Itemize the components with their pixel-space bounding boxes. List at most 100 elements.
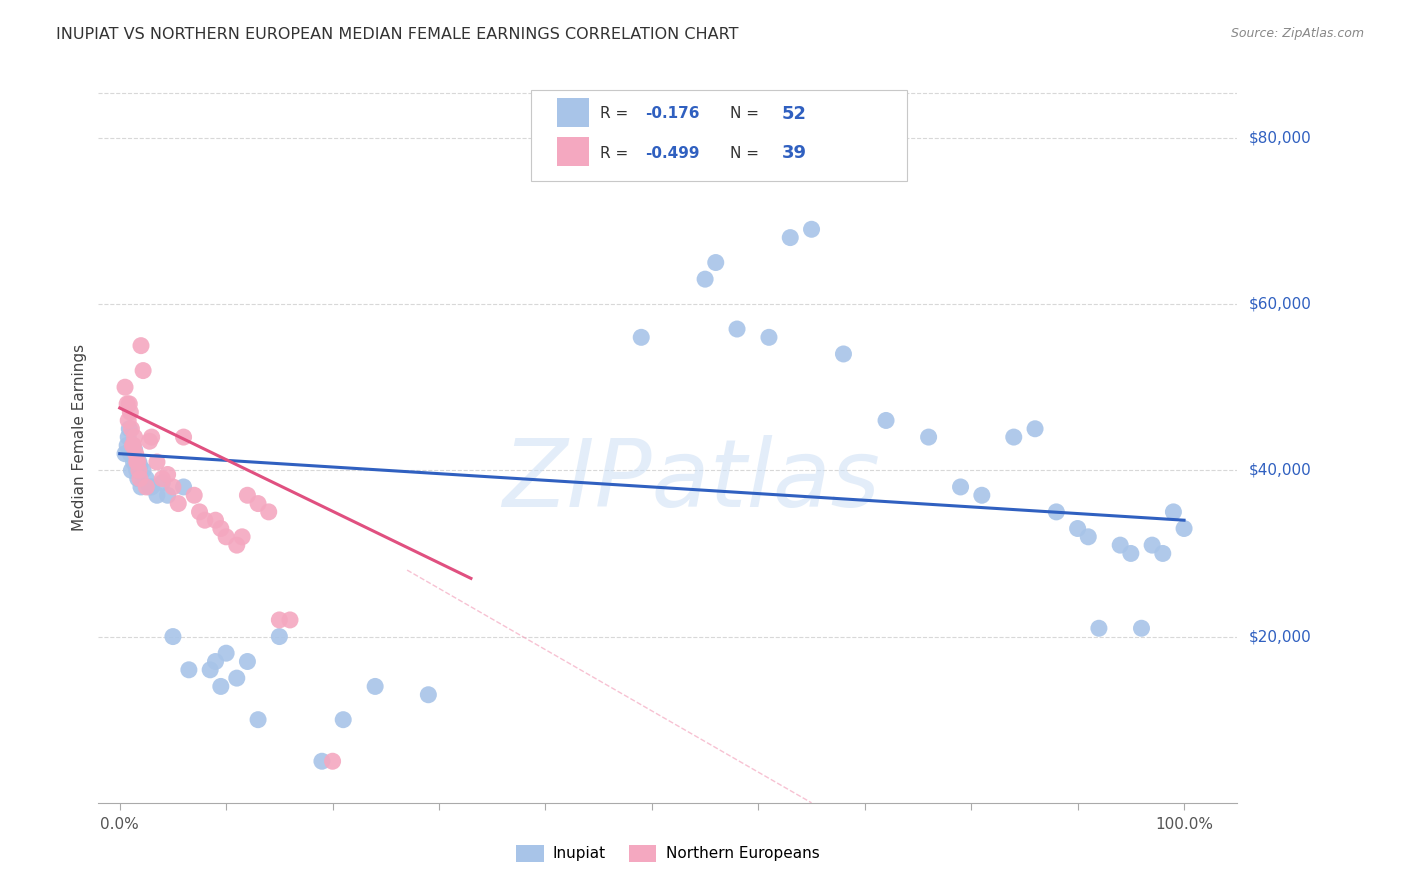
Point [257,505,280,519]
Point [1024,422,1046,436]
Point [150,475,173,490]
Point [231,530,253,544]
Point [124,447,146,461]
Point [1045,505,1067,519]
Point [125,463,148,477]
Point [693,272,716,286]
Text: $20,000: $20,000 [1249,629,1312,644]
Point [1002,430,1025,444]
Point [141,480,163,494]
Text: ZIPatlas: ZIPatlas [502,435,880,526]
Point [127,455,149,469]
Point [120,422,142,436]
Text: R =: R = [599,106,633,121]
Point [173,480,195,494]
Point [209,521,232,535]
Point [124,430,146,444]
Point [124,442,146,457]
Point [121,438,143,452]
Point [129,472,152,486]
Point [278,613,301,627]
Point [800,222,823,236]
Point [122,455,145,469]
Bar [557,98,589,127]
Point [118,397,141,411]
Point [225,671,247,685]
Point [124,455,146,469]
Text: INUPIAT VS NORTHERN EUROPEAN MEDIAN FEMALE EARNINGS CORRELATION CHART: INUPIAT VS NORTHERN EUROPEAN MEDIAN FEMA… [56,27,738,42]
Point [162,480,184,494]
Point [418,688,440,702]
Text: R =: R = [599,145,633,161]
Text: -0.176: -0.176 [645,106,700,121]
Point [204,513,226,527]
Point [332,713,354,727]
Point [146,488,169,502]
Point [1109,538,1132,552]
Point [167,497,190,511]
Point [117,430,139,444]
Point [132,463,155,477]
Point [204,655,226,669]
Point [247,497,270,511]
Point [758,330,780,344]
Point [114,380,136,394]
Point [215,646,238,660]
Point [209,680,232,694]
Point [183,488,205,502]
Point [120,405,142,419]
Point [125,455,148,469]
Point [138,434,160,449]
Point [121,438,143,452]
Point [117,413,139,427]
Point [141,430,163,444]
Point [630,330,652,344]
Point [1077,530,1099,544]
Point [120,447,142,461]
Text: $80,000: $80,000 [1249,130,1312,145]
Point [1130,621,1153,635]
Point [156,467,179,482]
Point [1173,521,1195,535]
Point [322,754,344,768]
Text: 52: 52 [782,104,807,123]
FancyBboxPatch shape [531,90,907,181]
Point [115,397,138,411]
Point [132,363,155,377]
Point [162,630,184,644]
Point [188,505,211,519]
Point [236,488,259,502]
Point [194,513,217,527]
Point [225,538,247,552]
Point [114,447,136,461]
Bar [557,137,589,167]
Point [725,322,748,336]
Point [1152,546,1174,560]
Point [129,480,152,494]
Point [1088,621,1111,635]
Point [135,480,157,494]
Point [129,338,152,352]
Point [1119,546,1142,560]
Point [146,455,169,469]
Text: 39: 39 [782,145,807,162]
Text: N =: N = [731,106,765,121]
Point [127,472,149,486]
Point [120,463,142,477]
Point [215,530,238,544]
Point [129,459,152,474]
Point [832,347,855,361]
Point [128,463,150,477]
Point [128,455,150,469]
Point [1066,521,1088,535]
Point [177,663,200,677]
Point [970,488,993,502]
Text: $40,000: $40,000 [1249,463,1312,478]
Text: Source: ZipAtlas.com: Source: ZipAtlas.com [1230,27,1364,40]
Point [311,754,333,768]
Point [135,472,157,486]
Point [150,472,173,486]
Point [269,630,291,644]
Point [198,663,221,677]
Point [247,713,270,727]
